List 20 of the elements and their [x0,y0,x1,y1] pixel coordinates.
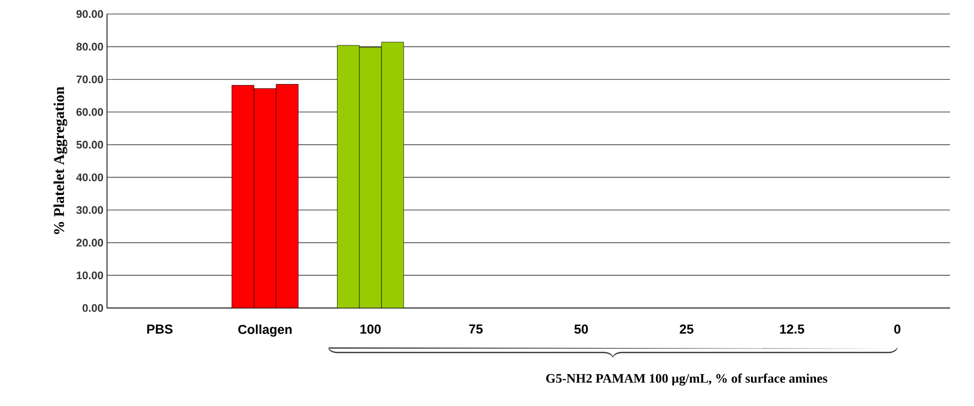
x-tick-label: 100 [360,324,381,334]
x-tick-label: 25 [680,324,694,334]
y-axis-title: % Platelet Aggregation [54,86,68,234]
y-tick-label: 10.00 [76,271,104,280]
x-tick-label: 12.5 [780,324,804,334]
y-tick-label: 60.00 [76,108,104,116]
x-tick-label: 50 [574,324,588,334]
y-tick-label: 50.00 [76,140,104,149]
y-tick-label: 80.00 [76,42,104,51]
y-tick-label: 20.00 [76,238,104,247]
y-tick-label: 90.00 [76,10,104,18]
x-tick-label: 0 [894,324,900,334]
x-tick-label: PBS [147,324,173,334]
x-axis-title: G5-NH2 PAMAM 100 µg/mL, % of surface amines [546,374,828,386]
y-tick-label: 70.00 [76,75,104,84]
y-tick-label: 0.00 [82,304,104,312]
x-tick-label: Collagen [238,324,292,337]
y-tick-label: 30.00 [76,206,104,214]
x-tick-label: 75 [469,324,483,334]
y-tick-label: 40.00 [76,173,104,182]
